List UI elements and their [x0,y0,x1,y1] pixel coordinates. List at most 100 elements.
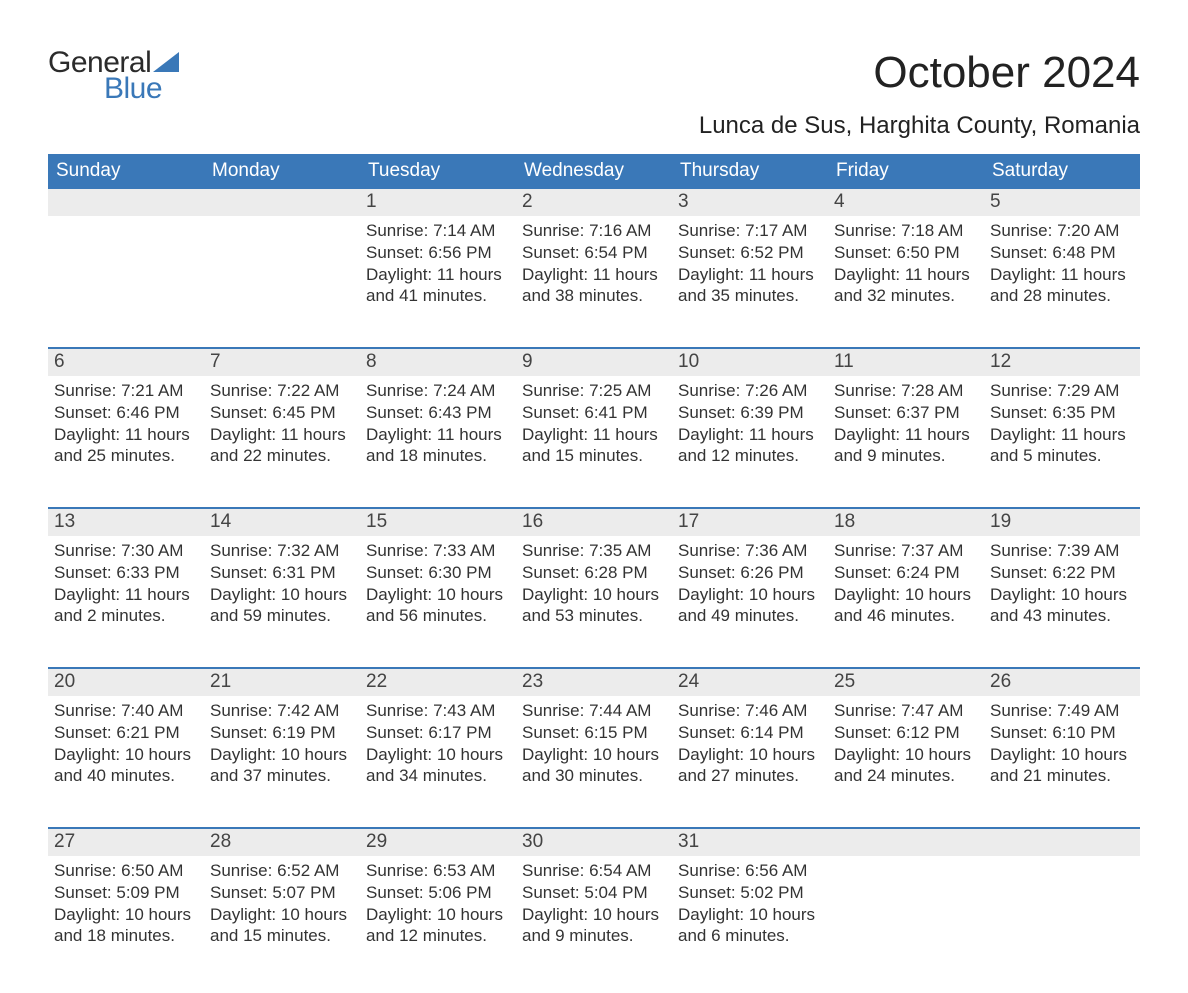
daylight-text: Daylight: 10 hours [678,744,822,766]
day-number: 15 [360,509,516,536]
daylight-text: Daylight: 10 hours [210,904,354,926]
sunrise-text: Sunrise: 7:25 AM [522,380,666,402]
sunset-text: Sunset: 6:30 PM [366,562,510,584]
day-number: 2 [516,189,672,216]
day-number: 19 [984,509,1140,536]
day-number: 7 [204,349,360,376]
daylight-text: Daylight: 11 hours [678,424,822,446]
day-cell: Sunrise: 7:28 AMSunset: 6:37 PMDaylight:… [828,376,984,467]
daylight-text: and 15 minutes. [522,445,666,467]
day-cell: Sunrise: 6:56 AMSunset: 5:02 PMDaylight:… [672,856,828,947]
day-cell: Sunrise: 7:29 AMSunset: 6:35 PMDaylight:… [984,376,1140,467]
day-number-row: 6789101112 [48,349,1140,376]
sunrise-text: Sunrise: 6:54 AM [522,860,666,882]
day-number-row: 13141516171819 [48,509,1140,536]
sunrise-text: Sunrise: 7:17 AM [678,220,822,242]
daylight-text: Daylight: 10 hours [210,584,354,606]
day-cell: Sunrise: 7:22 AMSunset: 6:45 PMDaylight:… [204,376,360,467]
sunrise-text: Sunrise: 7:33 AM [366,540,510,562]
daylight-text: and 15 minutes. [210,925,354,947]
sunset-text: Sunset: 6:15 PM [522,722,666,744]
daylight-text: and 41 minutes. [366,285,510,307]
day-number: 24 [672,669,828,696]
sunset-text: Sunset: 6:22 PM [990,562,1134,584]
day-number-row: 12345 [48,189,1140,216]
daylight-text: Daylight: 10 hours [522,744,666,766]
sunrise-text: Sunrise: 6:56 AM [678,860,822,882]
logo-text-bottom: Blue [104,74,179,104]
daylight-text: Daylight: 11 hours [366,264,510,286]
daylight-text: and 12 minutes. [366,925,510,947]
day-body-row: Sunrise: 7:14 AMSunset: 6:56 PMDaylight:… [48,216,1140,337]
sunset-text: Sunset: 6:33 PM [54,562,198,584]
location-subtitle: Lunca de Sus, Harghita County, Romania [699,112,1140,140]
week-row: 13141516171819Sunrise: 7:30 AMSunset: 6:… [48,507,1140,657]
sunset-text: Sunset: 6:48 PM [990,242,1134,264]
week-row: 6789101112Sunrise: 7:21 AMSunset: 6:46 P… [48,347,1140,497]
day-number: 25 [828,669,984,696]
daylight-text: Daylight: 10 hours [54,904,198,926]
sunset-text: Sunset: 6:54 PM [522,242,666,264]
day-cell: Sunrise: 7:16 AMSunset: 6:54 PMDaylight:… [516,216,672,307]
daylight-text: Daylight: 11 hours [522,424,666,446]
sunrise-text: Sunrise: 7:43 AM [366,700,510,722]
day-number: 1 [360,189,516,216]
day-cell: Sunrise: 7:24 AMSunset: 6:43 PMDaylight:… [360,376,516,467]
sunset-text: Sunset: 6:37 PM [834,402,978,424]
day-number: 27 [48,829,204,856]
sunset-text: Sunset: 6:31 PM [210,562,354,584]
dow-sunday: Sunday [48,154,204,189]
day-cell: Sunrise: 7:33 AMSunset: 6:30 PMDaylight:… [360,536,516,627]
sunrise-text: Sunrise: 7:36 AM [678,540,822,562]
sunrise-text: Sunrise: 7:39 AM [990,540,1134,562]
day-cell: Sunrise: 7:42 AMSunset: 6:19 PMDaylight:… [204,696,360,787]
day-body-row: Sunrise: 7:40 AMSunset: 6:21 PMDaylight:… [48,696,1140,817]
sunrise-text: Sunrise: 7:30 AM [54,540,198,562]
day-cell: Sunrise: 7:17 AMSunset: 6:52 PMDaylight:… [672,216,828,307]
day-number: 20 [48,669,204,696]
sunset-text: Sunset: 6:28 PM [522,562,666,584]
logo: General Blue [48,48,179,104]
day-number: 26 [984,669,1140,696]
sunset-text: Sunset: 6:39 PM [678,402,822,424]
sunrise-text: Sunrise: 7:42 AM [210,700,354,722]
daylight-text: Daylight: 10 hours [678,584,822,606]
daylight-text: Daylight: 11 hours [522,264,666,286]
sunset-text: Sunset: 5:09 PM [54,882,198,904]
day-cell: Sunrise: 7:21 AMSunset: 6:46 PMDaylight:… [48,376,204,467]
sunrise-text: Sunrise: 7:21 AM [54,380,198,402]
daylight-text: Daylight: 10 hours [678,904,822,926]
daylight-text: and 18 minutes. [54,925,198,947]
sunrise-text: Sunrise: 6:53 AM [366,860,510,882]
sunrise-text: Sunrise: 7:28 AM [834,380,978,402]
sunset-text: Sunset: 6:56 PM [366,242,510,264]
day-number: 29 [360,829,516,856]
day-number-row: 2728293031 [48,829,1140,856]
day-body-row: Sunrise: 6:50 AMSunset: 5:09 PMDaylight:… [48,856,1140,953]
sunrise-text: Sunrise: 7:22 AM [210,380,354,402]
sunset-text: Sunset: 6:43 PM [366,402,510,424]
day-number: 23 [516,669,672,696]
daylight-text: and 56 minutes. [366,605,510,627]
daylight-text: Daylight: 10 hours [522,904,666,926]
sunrise-text: Sunrise: 7:20 AM [990,220,1134,242]
daylight-text: Daylight: 11 hours [54,424,198,446]
day-cell: Sunrise: 7:43 AMSunset: 6:17 PMDaylight:… [360,696,516,787]
day-cell [984,856,1140,947]
daylight-text: and 35 minutes. [678,285,822,307]
sunset-text: Sunset: 6:24 PM [834,562,978,584]
sunset-text: Sunset: 6:35 PM [990,402,1134,424]
daylight-text: and 25 minutes. [54,445,198,467]
daylight-text: Daylight: 10 hours [834,744,978,766]
week-row: 2728293031Sunrise: 6:50 AMSunset: 5:09 P… [48,827,1140,953]
sunrise-text: Sunrise: 7:18 AM [834,220,978,242]
title-block: October 2024 Lunca de Sus, Harghita Coun… [699,48,1140,140]
sunset-text: Sunset: 6:41 PM [522,402,666,424]
sunrise-text: Sunrise: 7:16 AM [522,220,666,242]
day-number: 6 [48,349,204,376]
sunrise-text: Sunrise: 6:50 AM [54,860,198,882]
daylight-text: and 40 minutes. [54,765,198,787]
day-body-row: Sunrise: 7:21 AMSunset: 6:46 PMDaylight:… [48,376,1140,497]
day-number: 9 [516,349,672,376]
daylight-text: and 43 minutes. [990,605,1134,627]
